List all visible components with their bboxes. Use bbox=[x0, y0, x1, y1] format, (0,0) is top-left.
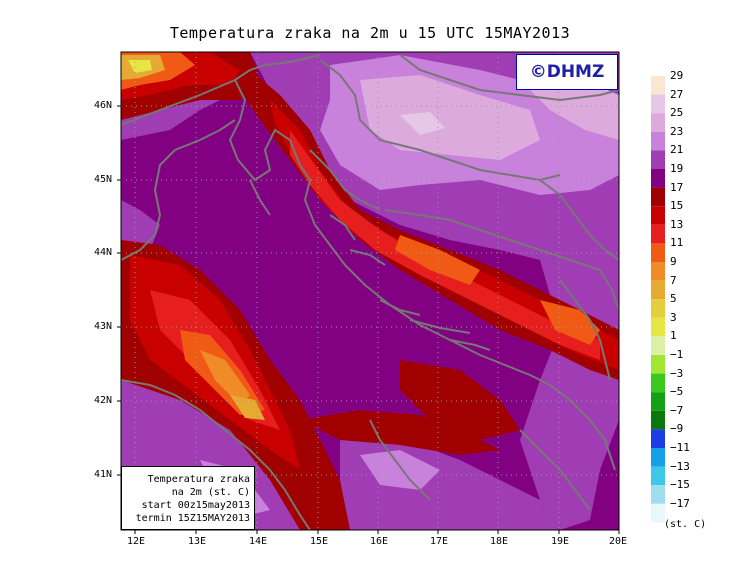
legend-label: 11 bbox=[670, 236, 684, 250]
coastlines bbox=[121, 54, 619, 530]
legend-swatch bbox=[651, 429, 665, 448]
info-box: Temperatura zraka na 2m (st. C) start 00… bbox=[121, 466, 255, 530]
lat-label: 45N bbox=[94, 174, 113, 185]
legend-label: −9 bbox=[670, 422, 684, 436]
legend-swatch bbox=[651, 392, 665, 411]
legend-swatch bbox=[651, 485, 665, 504]
legend-label: −15 bbox=[670, 478, 690, 492]
temperature-field bbox=[121, 52, 619, 530]
legend-swatch bbox=[651, 206, 665, 225]
legend-label: 7 bbox=[670, 273, 677, 287]
legend-swatch bbox=[651, 373, 665, 393]
lon-label: 12E bbox=[127, 536, 146, 547]
legend-label: 17 bbox=[670, 180, 684, 194]
plot-frame bbox=[120, 51, 620, 531]
legend-swatch bbox=[651, 317, 665, 337]
legend-label: 9 bbox=[670, 255, 677, 268]
lon-label: 14E bbox=[249, 536, 268, 547]
legend-swatch bbox=[651, 299, 665, 318]
color-legend bbox=[651, 76, 665, 523]
legend-swatch bbox=[651, 150, 665, 169]
legend-swatch bbox=[651, 113, 665, 132]
legend-swatch bbox=[651, 336, 665, 355]
legend-label: −7 bbox=[670, 403, 684, 417]
legend-label: 19 bbox=[670, 162, 684, 175]
legend-swatch bbox=[651, 94, 665, 114]
lon-label: 16E bbox=[370, 536, 389, 547]
legend-swatch bbox=[651, 355, 665, 374]
dhmz-logo: ©DHMZ bbox=[516, 54, 618, 90]
lat-label: 43N bbox=[94, 321, 113, 332]
legend-swatch bbox=[651, 187, 665, 207]
graticule bbox=[121, 52, 619, 530]
lon-label: 17E bbox=[430, 536, 449, 547]
legend-label: 13 bbox=[670, 217, 684, 231]
map-title: Temperatura zraka na 2m u 15 UTC 15MAY20… bbox=[169, 24, 571, 42]
lon-label: 18E bbox=[490, 536, 509, 547]
legend-swatch bbox=[651, 410, 665, 430]
legend-label: −11 bbox=[670, 441, 690, 454]
lon-label: 20E bbox=[609, 536, 628, 547]
legend-units: (st. C) bbox=[664, 519, 707, 530]
legend-label: 5 bbox=[670, 292, 677, 306]
legend-label: 27 bbox=[670, 87, 684, 101]
legend-label: −13 bbox=[670, 459, 690, 473]
legend-swatch bbox=[651, 169, 665, 188]
legend-label: −3 bbox=[670, 366, 684, 380]
legend-swatch bbox=[651, 448, 665, 467]
info-line-1: Temperatura zraka bbox=[147, 474, 250, 485]
legend-swatch bbox=[651, 262, 665, 281]
info-line-3: start 00z15may2013 bbox=[141, 500, 250, 511]
lon-label: 19E bbox=[551, 536, 570, 547]
legend-label: −17 bbox=[670, 496, 690, 510]
legend-swatch bbox=[651, 131, 665, 151]
info-line-2: na 2m (st. C) bbox=[171, 487, 250, 498]
legend-label: −5 bbox=[670, 385, 684, 399]
lat-label: 41N bbox=[94, 469, 113, 480]
lat-label: 46N bbox=[94, 100, 113, 111]
info-line-4: termin 15Z15MAY2013 bbox=[135, 513, 250, 524]
legend-swatch bbox=[651, 280, 665, 300]
lat-label: 42N bbox=[94, 395, 113, 406]
lon-label: 13E bbox=[188, 536, 207, 547]
legend-swatch bbox=[651, 76, 665, 95]
axis-ticks bbox=[117, 105, 620, 534]
legend-swatch bbox=[651, 243, 665, 262]
legend-swatch bbox=[651, 466, 665, 486]
lon-label: 15E bbox=[310, 536, 329, 547]
legend-label: 25 bbox=[670, 106, 684, 120]
legend-swatch bbox=[651, 224, 665, 244]
legend-label: 23 bbox=[670, 124, 684, 138]
legend-swatch bbox=[651, 503, 665, 523]
legend-label: 3 bbox=[670, 310, 677, 324]
legend-label: 1 bbox=[670, 329, 677, 343]
legend-label: 15 bbox=[670, 199, 684, 213]
lat-label: 44N bbox=[94, 247, 113, 258]
legend-label: 21 bbox=[670, 143, 684, 157]
legend-label: 29 bbox=[670, 69, 684, 82]
legend-label: −1 bbox=[670, 348, 684, 361]
